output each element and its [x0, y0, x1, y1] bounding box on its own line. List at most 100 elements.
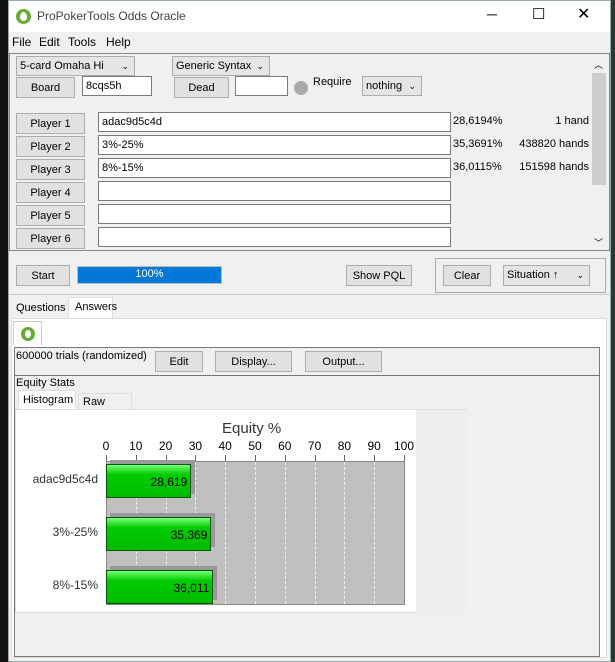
- section-label: Equity Stats: [16, 377, 75, 389]
- tab-histogram[interactable]: Histogram: [18, 390, 76, 410]
- dead-button[interactable]: Dead: [174, 77, 229, 98]
- player-1-equity: 28,6194%: [453, 115, 503, 127]
- tick-mark: [404, 455, 405, 461]
- x-tick-label: 50: [248, 439, 262, 453]
- window-title: ProPokerTools Odds Oracle: [37, 9, 186, 23]
- player-3-hands: 151598 hands: [519, 161, 589, 173]
- gridline: [284, 462, 286, 604]
- player-6-button[interactable]: Player 6: [16, 228, 85, 249]
- tick-mark: [255, 455, 256, 461]
- tick-mark: [195, 455, 197, 461]
- x-tick-label: 90: [367, 439, 381, 453]
- require-select[interactable]: nothing ⌄: [362, 76, 422, 96]
- close-button[interactable]: ✕: [577, 6, 591, 23]
- player-5-hand-input[interactable]: [98, 204, 451, 224]
- scrollbar[interactable]: ︿ ﹀: [591, 56, 607, 250]
- app-logo-icon: [16, 9, 31, 24]
- chevron-down-icon: ⌄: [408, 81, 416, 91]
- player-2-hand-input[interactable]: 3%-25%: [98, 135, 451, 155]
- maximize-button[interactable]: ☐: [532, 6, 546, 23]
- scroll-up-icon[interactable]: ︿: [594, 60, 604, 70]
- require-label: Require: [313, 76, 352, 88]
- progress-text: 100%: [135, 268, 164, 280]
- tick-mark: [165, 455, 167, 461]
- x-tick-label: 60: [278, 439, 292, 453]
- player-5-button[interactable]: Player 5: [16, 205, 85, 226]
- dead-input[interactable]: [235, 76, 288, 96]
- status-indicator: [294, 81, 308, 95]
- situation-group: [435, 258, 606, 293]
- situation-select[interactable]: Situation ↑ ⌄: [503, 265, 590, 286]
- player-3-equity: 36,0115%: [453, 161, 502, 173]
- logo-icon: [21, 327, 35, 341]
- edit-button[interactable]: Edit: [155, 351, 203, 372]
- x-tick-label: 30: [188, 439, 203, 453]
- display-button[interactable]: Display...: [215, 351, 292, 372]
- player-3-hand-input[interactable]: 8%-15%: [98, 158, 451, 178]
- game-select[interactable]: 5-card Omaha Hi ⌄: [16, 56, 135, 76]
- board-button[interactable]: Board: [16, 77, 75, 98]
- player-2-button[interactable]: Player 2: [16, 136, 85, 157]
- tab-questions[interactable]: Questions: [16, 302, 66, 314]
- player-1-hands: 1 hand: [555, 115, 589, 127]
- tick-mark: [344, 455, 346, 461]
- chevron-down-icon: ⌄: [121, 61, 129, 71]
- player-3-button[interactable]: Player 3: [16, 159, 85, 180]
- syntax-select[interactable]: Generic Syntax ⌄: [172, 56, 270, 76]
- category-label: 8%-15%: [52, 578, 98, 592]
- x-tick-label: 0: [102, 439, 110, 453]
- gridline: [314, 462, 316, 604]
- player-2-equity: 35,3691%: [453, 138, 503, 150]
- chart-title: Equity %: [222, 420, 282, 437]
- player-1-hand-input[interactable]: adac9d5c4d: [98, 112, 451, 132]
- equity-bar: 36,011: [106, 570, 214, 604]
- gridline: [374, 462, 376, 604]
- clear-button[interactable]: Clear: [443, 265, 491, 286]
- tick-mark: [225, 455, 227, 461]
- progress-bar: 100%: [77, 266, 222, 284]
- x-tick-label: 10: [129, 439, 143, 453]
- gridline: [225, 462, 227, 604]
- x-tick-label: 100: [393, 439, 415, 453]
- player-4-button[interactable]: Player 4: [16, 182, 85, 203]
- output-button[interactable]: Output...: [305, 351, 382, 372]
- menu-edit[interactable]: Edit: [39, 35, 60, 49]
- player-2-hands: 438820 hands: [519, 138, 589, 150]
- gridline: [344, 462, 346, 604]
- category-label: adac9d5c4d: [32, 472, 98, 486]
- chevron-down-icon: ⌄: [576, 270, 584, 280]
- equity-bar: 35,369: [106, 517, 212, 551]
- scroll-down-icon[interactable]: ﹀: [594, 238, 604, 248]
- gridline: [255, 462, 256, 604]
- trials-text: 600000 trials (randomized): [16, 350, 147, 362]
- player-6-hand-input[interactable]: [98, 227, 451, 247]
- show-pql-button[interactable]: Show PQL: [346, 265, 412, 286]
- tab-answers[interactable]: Answers: [68, 297, 117, 319]
- menu-help[interactable]: Help: [106, 35, 131, 49]
- tab-histogram-label: Histogram: [23, 394, 74, 406]
- tick-mark: [135, 455, 137, 461]
- chevron-down-icon: ⌄: [256, 61, 264, 71]
- scroll-thumb[interactable]: [592, 73, 606, 185]
- tick-mark: [374, 455, 376, 461]
- menu-file[interactable]: File: [12, 35, 32, 49]
- board-input[interactable]: 8cqs5h: [82, 76, 152, 96]
- x-tick-label: 80: [337, 439, 352, 453]
- setup-panel: 5-card Omaha Hi ⌄ Generic Syntax ⌄ Board 8…: [9, 53, 610, 251]
- start-button[interactable]: Start: [16, 265, 70, 286]
- x-tick-label: 40: [218, 439, 232, 453]
- category-label: 3%-25%: [52, 525, 98, 539]
- menu-tools[interactable]: Tools: [68, 35, 97, 49]
- minimize-button[interactable]: ─: [487, 6, 497, 22]
- tab-answers-label: Answers: [75, 301, 118, 313]
- player-4-hand-input[interactable]: [98, 181, 451, 201]
- equity-bar: 28,619: [106, 464, 192, 498]
- answer-tab[interactable]: [13, 321, 42, 345]
- title-bar: ProPokerTools Odds Oracle ─ ☐ ✕: [9, 1, 610, 32]
- tick-mark: [284, 455, 286, 461]
- player-1-button[interactable]: Player 1: [16, 113, 85, 134]
- tick-mark: [106, 455, 107, 461]
- x-tick-label: 70: [307, 439, 322, 453]
- tick-mark: [314, 455, 316, 461]
- x-tick-label: 20: [158, 439, 173, 453]
